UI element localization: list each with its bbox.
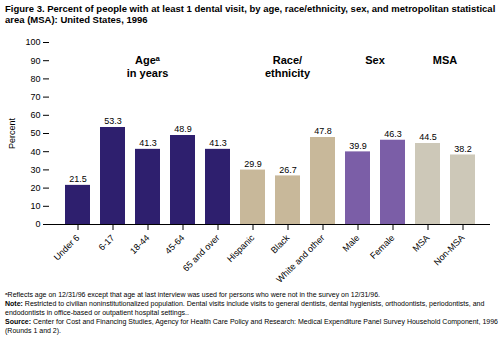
svg-text:MSA: MSA — [411, 232, 432, 253]
svg-text:44.5: 44.5 — [419, 132, 437, 142]
svg-text:6-17: 6-17 — [97, 232, 117, 252]
svg-text:38.2: 38.2 — [454, 144, 472, 154]
svg-text:21.5: 21.5 — [69, 174, 87, 184]
svg-text:80: 80 — [30, 74, 40, 84]
svg-text:90: 90 — [30, 55, 40, 65]
svg-text:26.7: 26.7 — [279, 165, 297, 175]
svg-text:41.3: 41.3 — [209, 138, 227, 148]
svg-text:Male: Male — [341, 232, 362, 253]
svg-text:70: 70 — [30, 92, 40, 102]
svg-text:45-64: 45-64 — [163, 232, 186, 255]
html-text:Note: Restricted to civilian n: Note: Restricted to civilian noninstitut… — [5, 300, 485, 316]
svg-text:Under 6: Under 6 — [52, 232, 82, 262]
svg-text:White and other: White and other — [274, 232, 326, 284]
svg-text:Sex: Sex — [365, 54, 385, 66]
svg-text:Hispanic: Hispanic — [225, 232, 257, 264]
svg-text:41.3: 41.3 — [139, 138, 157, 148]
svg-text:40: 40 — [30, 146, 40, 156]
svg-text:18-44: 18-44 — [128, 232, 151, 255]
svg-text:53.3: 53.3 — [104, 116, 122, 126]
svg-text:39.9: 39.9 — [349, 141, 367, 151]
html-text:Source: Center for Cost and Fi: Source: Center for Cost and Financing St… — [5, 318, 498, 334]
html-text:ᵃReflects age on 12/31/96 exce: ᵃReflects age on 12/31/96 except that ag… — [5, 290, 380, 298]
svg-text:48.9: 48.9 — [174, 124, 192, 134]
svg-text:MSA: MSA — [433, 54, 458, 66]
svg-text:47.8: 47.8 — [314, 126, 332, 136]
svg-text:0: 0 — [35, 219, 40, 229]
svg-text:Female: Female — [368, 232, 396, 260]
html-text:Figure 3. Percent of people wi: Figure 3. Percent of people with at leas… — [5, 3, 496, 26]
svg-text:Race/ethnicity: Race/ethnicity — [265, 54, 311, 79]
svg-text:29.9: 29.9 — [244, 159, 262, 169]
svg-text:Black: Black — [269, 232, 292, 255]
svg-text:20: 20 — [30, 183, 40, 193]
svg-text:Percent: Percent — [7, 117, 17, 149]
svg-text:50: 50 — [30, 128, 40, 138]
svg-text:100: 100 — [25, 37, 40, 47]
svg-text:46.3: 46.3 — [384, 129, 402, 139]
svg-text:60: 60 — [30, 110, 40, 120]
svg-text:10: 10 — [30, 201, 40, 211]
svg-text:30: 30 — [30, 165, 40, 175]
svg-text:Ageᵃin years: Ageᵃin years — [127, 54, 169, 79]
svg-text:Non-MSA: Non-MSA — [432, 232, 467, 267]
svg-text:65 and over: 65 and over — [181, 232, 222, 273]
